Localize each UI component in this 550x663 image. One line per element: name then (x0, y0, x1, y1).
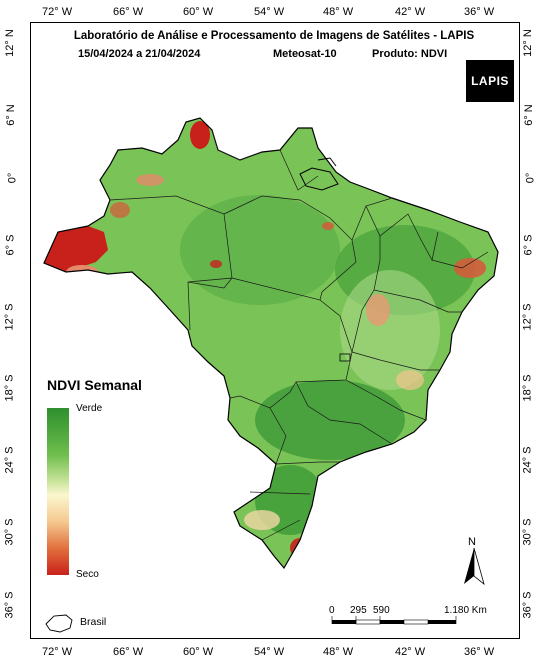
ndvi-dry-zone (136, 174, 164, 186)
lon-label-bottom: 36° W (464, 646, 495, 658)
lon-label-bottom: 60° W (183, 646, 214, 658)
ndvi-dry-zone (190, 121, 210, 149)
scale-label: 590 (373, 605, 390, 616)
scale-label: 295 (350, 605, 367, 616)
ndvi-zone (340, 270, 440, 390)
ndvi-dry-zone (244, 510, 280, 530)
date-range: 15/04/2024 a 21/04/2024 (78, 48, 201, 60)
scale-bar (331, 616, 457, 625)
map-title: Laboratório de Análise e Processamento d… (73, 30, 475, 42)
lon-label-bottom: 48° W (323, 646, 354, 658)
lon-label-bottom: 42° W (395, 646, 426, 658)
lon-label-top: 66° W (113, 6, 144, 18)
ndvi-dry-zone (322, 222, 334, 230)
federal-district (339, 353, 351, 362)
ndvi-dry-zone (454, 258, 486, 278)
legend-low-label: Seco (76, 569, 99, 580)
coast-islands (299, 157, 339, 191)
lon-label-bottom: 66° W (113, 646, 144, 658)
north-label: N (468, 536, 476, 548)
ndvi-dry-zone (110, 202, 130, 218)
ndvi-zone (180, 195, 340, 305)
lon-label-top: 54° W (254, 6, 285, 18)
ndvi-dry-zone (396, 370, 424, 390)
legend-title: NDVI Semanal (47, 377, 142, 393)
scale-label: 0 (329, 605, 335, 616)
ndvi-color-ramp (47, 408, 69, 575)
lon-label-bottom: 72° W (42, 646, 73, 658)
legend-high-label: Verde (76, 403, 103, 414)
lon-label-top: 48° W (323, 6, 354, 18)
ndvi-dry-zone (44, 226, 108, 272)
scale-label: 1.180 Km (444, 605, 487, 616)
lon-label-top: 36° W (464, 6, 495, 18)
lon-label-top: 60° W (183, 6, 214, 18)
ndvi-raster (44, 118, 498, 568)
boundary-legend-label: Brasil (80, 616, 107, 628)
north-arrow-icon (464, 547, 485, 586)
brasil-outline-icon (45, 614, 73, 633)
product-label: Produto: NDVI (372, 48, 448, 60)
lon-label-bottom: 54° W (254, 646, 285, 658)
ndvi-dry-zone (366, 294, 390, 326)
state-boundaries (109, 129, 489, 541)
ndvi-dry-zone (210, 260, 222, 268)
satellite-label: Meteosat-10 (273, 48, 337, 60)
lon-label-top: 72° W (42, 6, 73, 18)
lapis-logo: LAPIS (466, 60, 514, 102)
lon-label-top: 42° W (395, 6, 426, 18)
